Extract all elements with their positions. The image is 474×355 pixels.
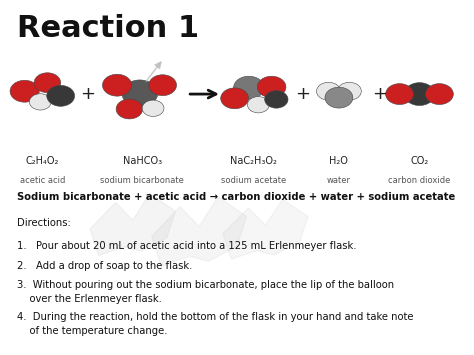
Text: carbon dioxide: carbon dioxide bbox=[388, 176, 451, 185]
Text: 2.   Add a drop of soap to the flask.: 2. Add a drop of soap to the flask. bbox=[17, 261, 192, 271]
Circle shape bbox=[29, 94, 51, 110]
Circle shape bbox=[426, 84, 453, 104]
Text: NaHCO₃: NaHCO₃ bbox=[123, 156, 162, 166]
Text: 4.  During the reaction, hold the bottom of the flask in your hand and take note: 4. During the reaction, hold the bottom … bbox=[17, 312, 413, 337]
Circle shape bbox=[116, 99, 143, 119]
Text: +: + bbox=[295, 85, 310, 103]
Text: C₂H₄O₂: C₂H₄O₂ bbox=[26, 156, 59, 166]
Text: sodium acetate: sodium acetate bbox=[221, 176, 286, 185]
Circle shape bbox=[142, 100, 164, 116]
Circle shape bbox=[47, 86, 74, 106]
Circle shape bbox=[247, 97, 269, 113]
Circle shape bbox=[149, 75, 176, 95]
Text: 1.   Pour about 20 mL of acetic acid into a 125 mL Erlenmeyer flask.: 1. Pour about 20 mL of acetic acid into … bbox=[17, 241, 356, 251]
Circle shape bbox=[10, 80, 39, 102]
Text: +: + bbox=[372, 85, 387, 103]
Circle shape bbox=[325, 87, 353, 108]
Text: H₂O: H₂O bbox=[329, 156, 348, 166]
Circle shape bbox=[337, 82, 361, 100]
Text: Sodium bicarbonate + acetic acid → carbon dioxide + water + sodium acetate: Sodium bicarbonate + acetic acid → carbo… bbox=[17, 192, 455, 202]
Circle shape bbox=[257, 76, 286, 98]
Circle shape bbox=[264, 91, 288, 108]
Polygon shape bbox=[90, 193, 175, 256]
Circle shape bbox=[317, 82, 340, 100]
Text: Directions:: Directions: bbox=[17, 218, 70, 228]
Text: acetic acid: acetic acid bbox=[20, 176, 65, 185]
Circle shape bbox=[234, 76, 264, 99]
Text: 3.  Without pouring out the sodium bicarbonate, place the lip of the balloon
   : 3. Without pouring out the sodium bicarb… bbox=[17, 280, 394, 305]
Circle shape bbox=[221, 88, 248, 109]
Circle shape bbox=[386, 84, 413, 104]
Polygon shape bbox=[223, 200, 308, 259]
Text: sodium bicarbonate: sodium bicarbonate bbox=[100, 176, 184, 185]
Text: NaC₂H₃O₂: NaC₂H₃O₂ bbox=[230, 156, 277, 166]
Text: +: + bbox=[80, 85, 95, 103]
Polygon shape bbox=[152, 197, 246, 266]
Circle shape bbox=[122, 80, 158, 107]
Circle shape bbox=[404, 83, 435, 105]
Text: CO₂: CO₂ bbox=[410, 156, 428, 166]
Circle shape bbox=[102, 74, 132, 96]
Text: Reaction 1: Reaction 1 bbox=[17, 14, 199, 43]
Text: water: water bbox=[327, 176, 351, 185]
Circle shape bbox=[34, 73, 61, 93]
